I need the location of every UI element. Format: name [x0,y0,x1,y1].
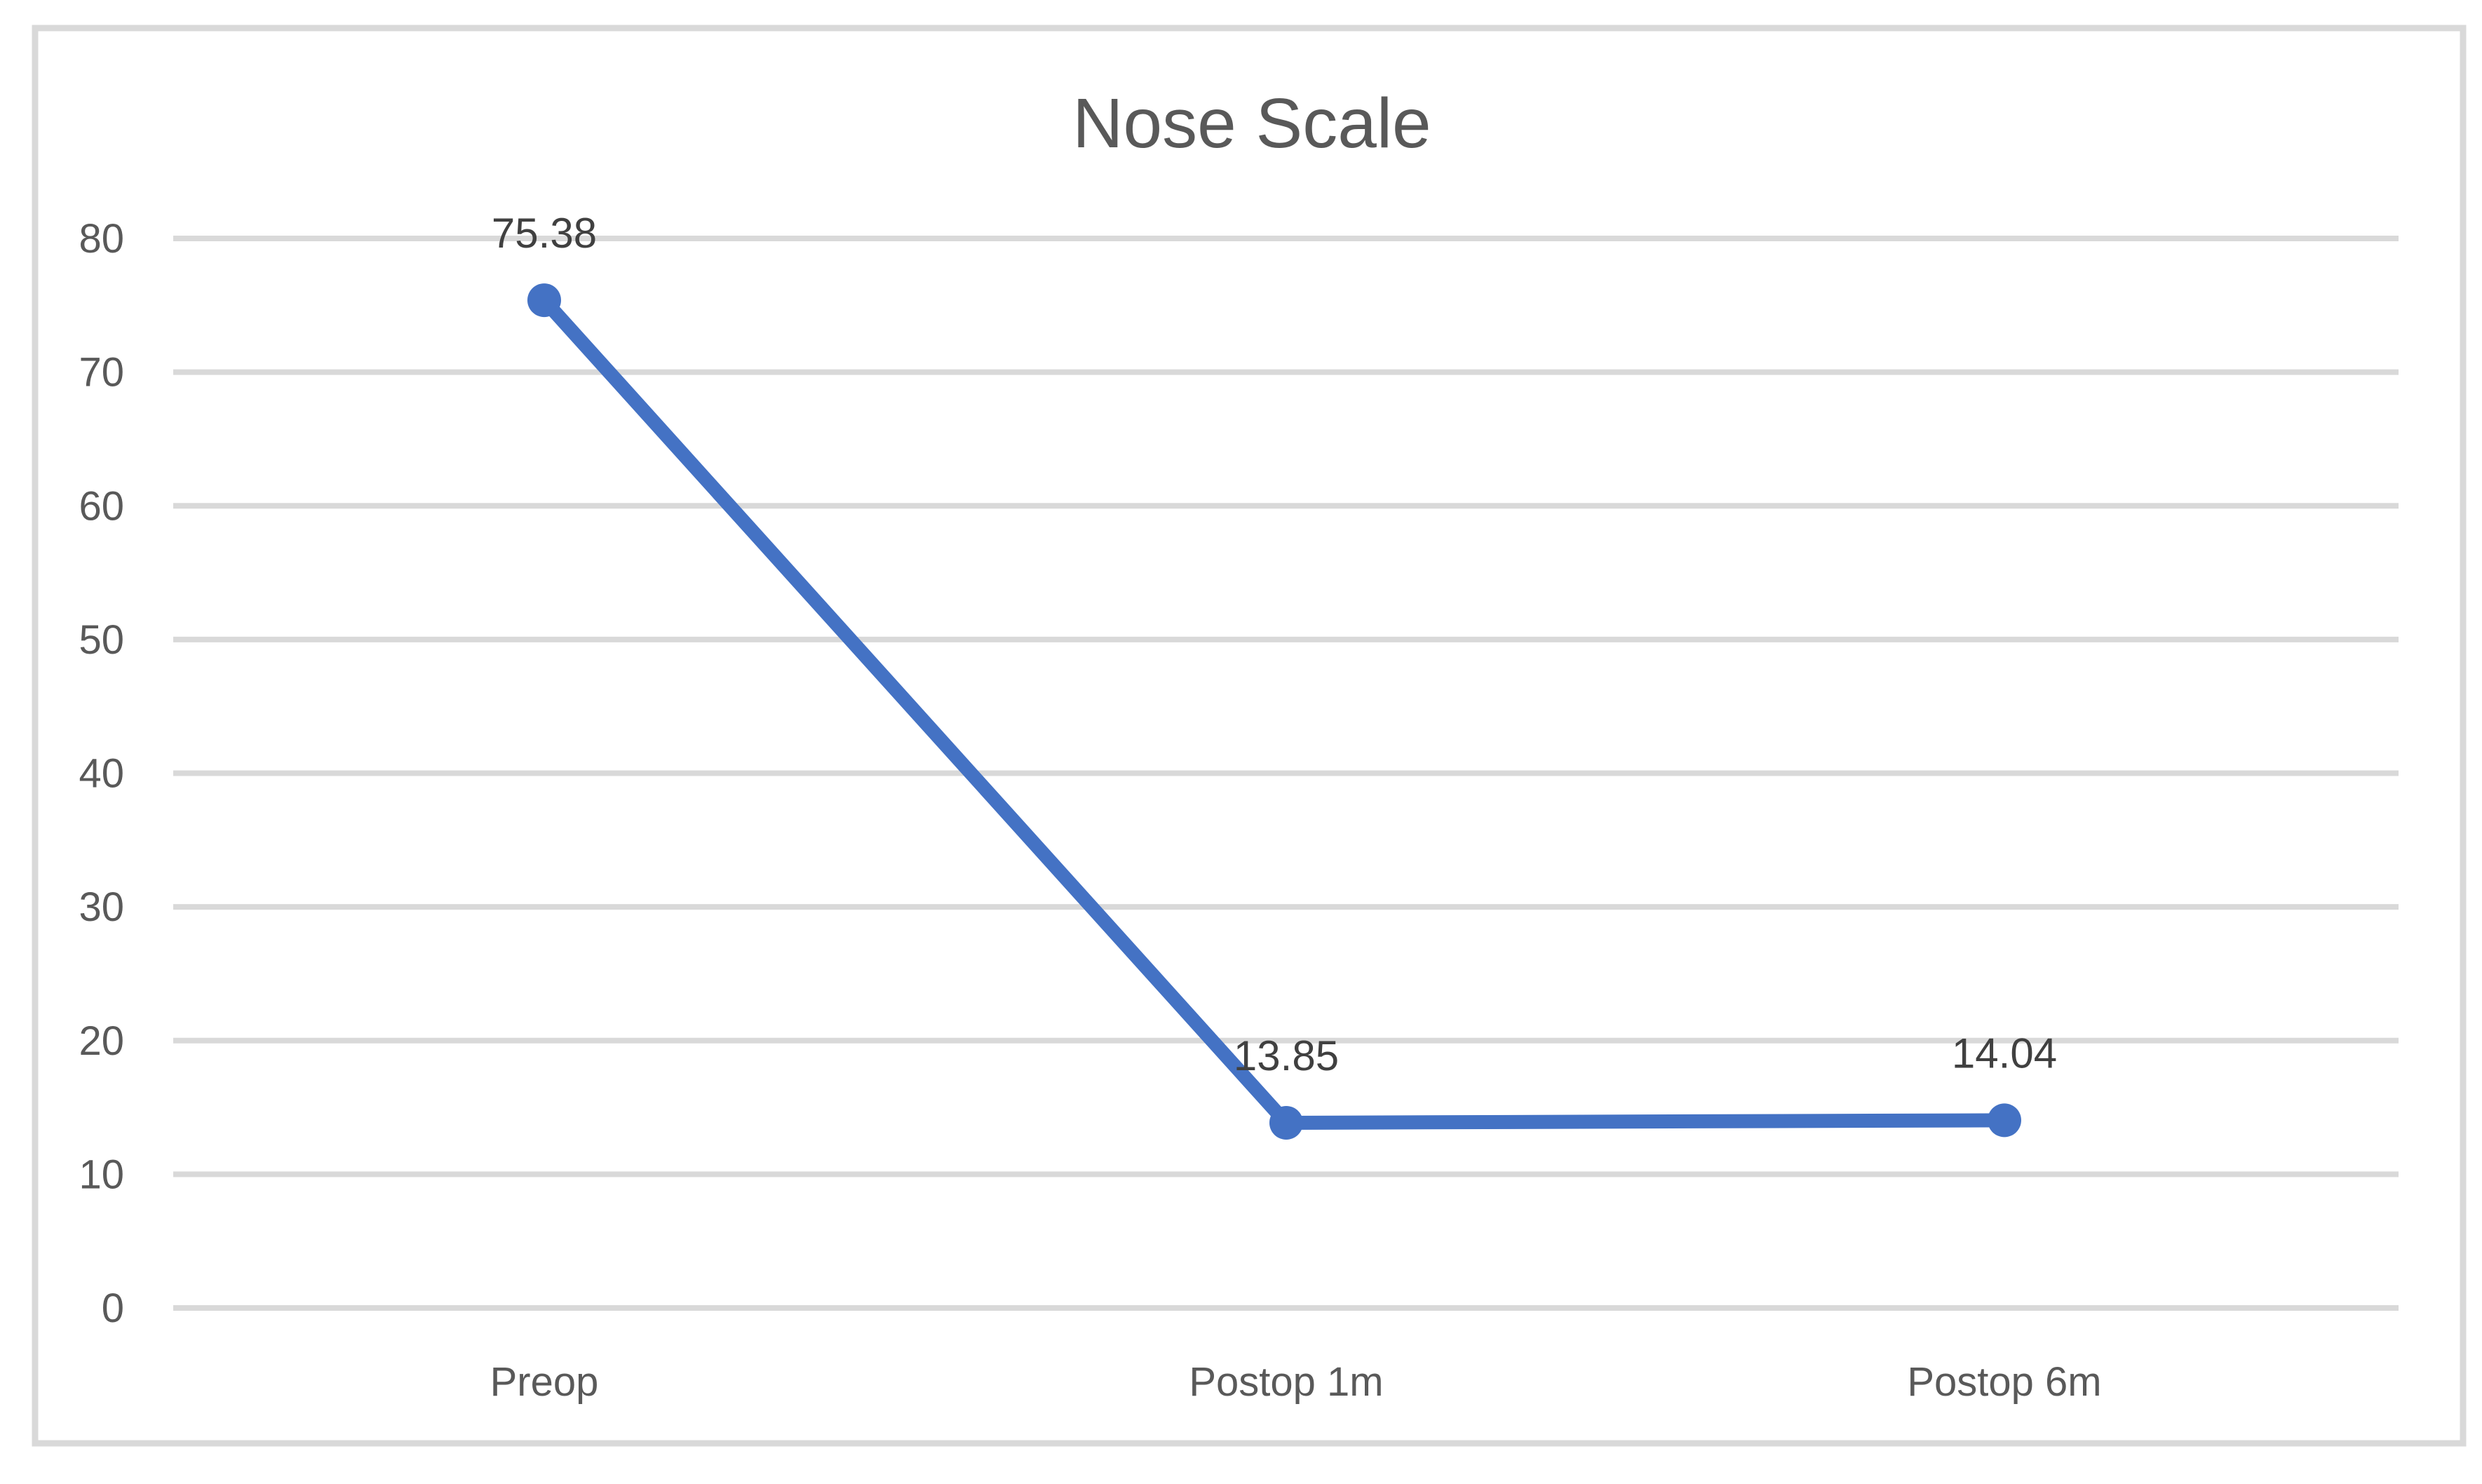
series-line [537,293,2011,1130]
y-axis-tick-label: 50 [79,617,124,663]
x-axis-category-labels: Preop Postop 1m Postop 6m [490,1359,2102,1405]
y-axis-tick-label: 70 [79,350,124,396]
chart-frame-border [32,25,2467,1447]
y-axis-tick-label: 60 [79,483,124,529]
y-axis-tick-label: 0 [102,1286,124,1331]
data-point-markers [527,283,2021,1140]
data-label: 13.85 [1234,1032,1339,1079]
data-point-marker [1269,1105,1303,1140]
y-axis-tick-label: 30 [79,884,124,930]
data-labels: 75.38 13.85 14.04 [492,210,2057,1079]
y-axis-tick-label: 80 [79,216,124,262]
x-axis-category-label: Preop [490,1359,599,1405]
data-point-marker [1988,1103,2021,1138]
y-axis-tick-label: 10 [79,1152,124,1197]
x-axis-category-label: Postop 6m [1907,1359,2101,1405]
y-axis-tick-label: 40 [79,751,124,797]
y-axis-tick-labels: 0 10 20 30 40 50 60 70 80 [79,216,124,1331]
y-axis-tick-label: 20 [79,1018,124,1064]
gridlines [173,236,2399,1311]
chart-title: Nose Scale [1072,84,1431,163]
data-point-marker [527,283,561,318]
data-label: 14.04 [1952,1030,2057,1077]
data-label: 75.38 [492,210,597,257]
x-axis-category-label: Postop 1m [1189,1359,1383,1405]
